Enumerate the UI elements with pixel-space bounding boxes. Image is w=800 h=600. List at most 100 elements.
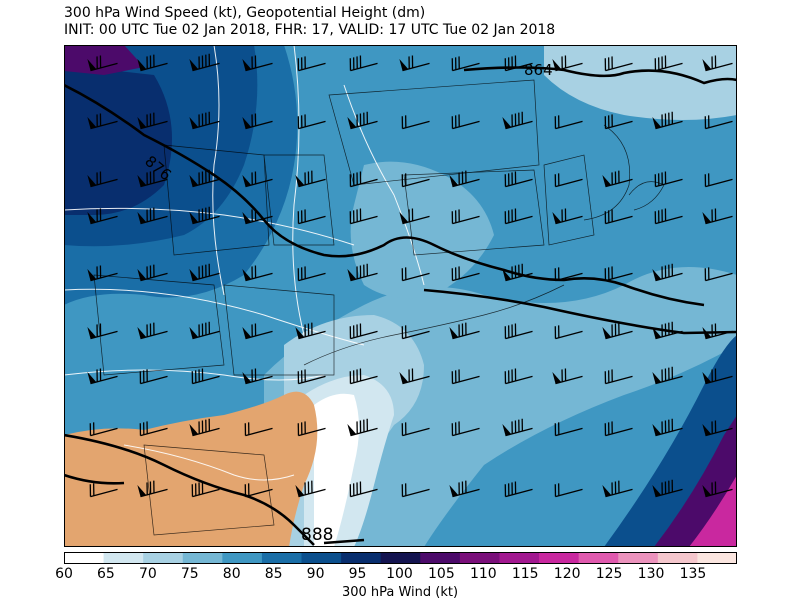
colorbar-swatch (64, 552, 105, 564)
colorbar-swatch (143, 552, 184, 564)
wind-barb (451, 369, 480, 385)
wind-barb (604, 266, 633, 282)
wind-barb (604, 421, 633, 437)
colorbar-tick-label: 60 (55, 566, 73, 582)
wind-band-se-115 (689, 475, 737, 547)
wind-barb (702, 323, 733, 340)
colorbar-swatch (301, 552, 342, 564)
colorbar-tick-label: 130 (637, 566, 665, 582)
colorbar-label: 300 hPa Wind (kt) (341, 585, 459, 600)
wind-barb (554, 267, 583, 282)
wind-barb (189, 53, 220, 72)
height-contours (64, 66, 737, 546)
colorbar-swatch (459, 552, 500, 564)
wind-barb (504, 481, 533, 498)
wind-band-75b (350, 161, 494, 299)
wind-barb (702, 481, 733, 498)
colorbar-tick-label: 95 (348, 566, 367, 582)
wind-barb (552, 368, 583, 385)
wind-barb (89, 422, 118, 437)
wind-barb (244, 422, 273, 437)
wind-barb (89, 483, 118, 498)
wind-barb (504, 323, 533, 340)
wind-barb (702, 368, 733, 385)
wind-barb (451, 56, 480, 72)
wind-barb (502, 418, 533, 437)
wind-barb (297, 369, 326, 385)
wind-barb (602, 170, 633, 188)
state-borders (64, 45, 425, 481)
colorbar-tick-label: 115 (511, 566, 539, 582)
wind-barb (242, 113, 273, 130)
colorbar-swatch (341, 552, 382, 564)
wind-barb (652, 111, 683, 130)
wind-barb (347, 111, 378, 130)
wind-barb (349, 368, 378, 385)
wind-barb (191, 481, 220, 498)
wind-barbs (87, 53, 733, 498)
wind-barb (189, 111, 220, 130)
colorbar-swatch (222, 552, 263, 564)
wind-barb (451, 209, 480, 225)
wind-band-60 (314, 393, 359, 547)
colorbar-tick-label: 100 (386, 566, 413, 582)
colorbar-swatch (380, 552, 421, 564)
wind-barb (552, 55, 583, 72)
wind-barb (704, 173, 733, 188)
wind-barb (401, 115, 430, 130)
wind-barb (189, 169, 220, 188)
colorbar-tick-label: 85 (264, 566, 283, 582)
wind-barb (349, 171, 378, 188)
wind-barb (449, 170, 480, 188)
wind-barb (87, 113, 118, 130)
colorbar-tick-label: 125 (595, 566, 623, 582)
wind-barb (654, 55, 683, 72)
wind-barb (349, 323, 378, 340)
wind-barb (242, 323, 273, 340)
wind-barb (502, 263, 533, 282)
wind-map: 864 876 888 (64, 45, 737, 547)
wind-barb (87, 368, 118, 385)
wind-barb (449, 480, 480, 498)
wind-barb (554, 325, 583, 340)
wind-barb (137, 112, 168, 130)
wind-barb (654, 171, 683, 188)
wind-barb (704, 267, 733, 282)
wind-barb (401, 325, 430, 340)
colorbar-swatch (103, 552, 144, 564)
wind-barb (401, 483, 430, 498)
wind-barb (604, 114, 633, 130)
wind-band-105 (64, 45, 144, 75)
wind-barb (347, 263, 378, 282)
wind-barb (704, 115, 733, 130)
wind-barb (139, 421, 168, 437)
wind-barb (137, 480, 168, 498)
wind-barb (137, 54, 168, 72)
wind-barb (702, 55, 733, 72)
wind-band-95 (64, 65, 172, 215)
wind-barb (401, 422, 430, 437)
contour-label-864: 864 (524, 61, 553, 79)
wind-barb (652, 263, 683, 282)
wind-barb (137, 264, 168, 282)
county-lines (93, 79, 665, 536)
wind-barb (137, 207, 168, 225)
wind-barb (554, 173, 583, 188)
colorbar-swatch (182, 552, 223, 564)
colorbar-tick-label: 80 (222, 566, 241, 582)
wind-barb (399, 208, 430, 225)
wind-barb (502, 111, 533, 130)
wind-band-below-60 (64, 391, 318, 547)
wind-barb (297, 266, 326, 282)
wind-barb (399, 368, 430, 385)
wind-barb (401, 173, 430, 188)
wind-barb (297, 209, 326, 225)
wind-barb (137, 170, 168, 188)
wind-barb (297, 421, 326, 437)
wind-barb (604, 369, 633, 385)
wind-band-ne-70 (544, 45, 737, 120)
wind-barb (554, 422, 583, 437)
wind-barb (654, 208, 683, 225)
colorbar-tick-label: 120 (553, 566, 581, 582)
wind-barb (504, 171, 533, 188)
